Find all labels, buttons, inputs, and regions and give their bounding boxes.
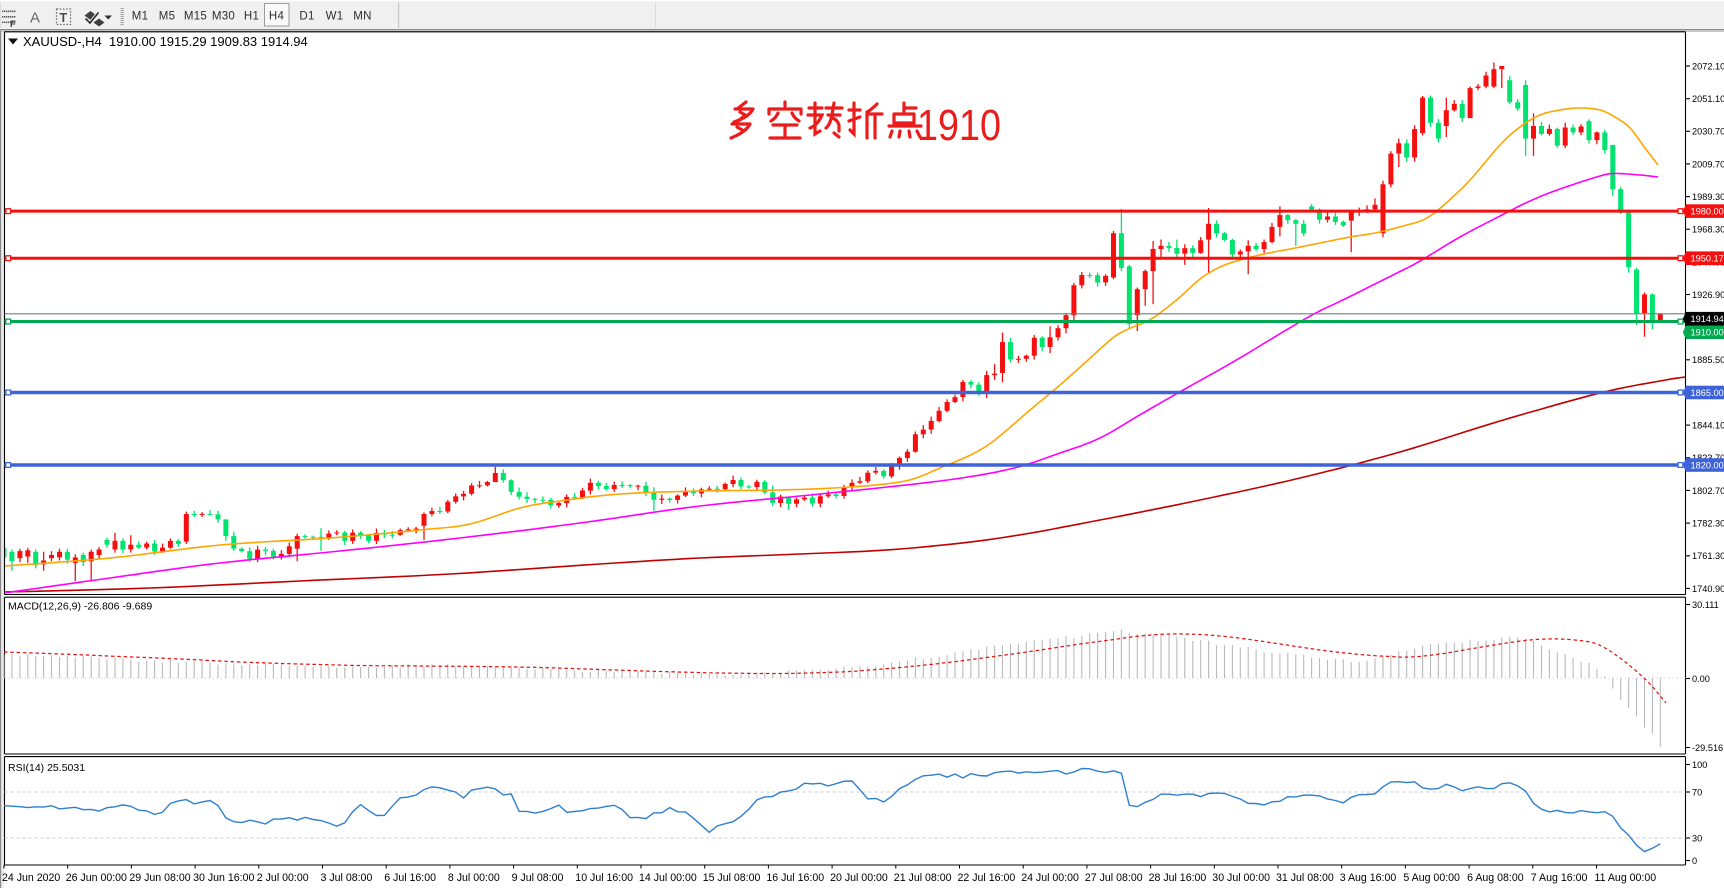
svg-text:A: A [30, 10, 40, 27]
svg-text:8 Jul 00:00: 8 Jul 00:00 [448, 872, 500, 884]
svg-text:2072.10: 2072.10 [1692, 61, 1724, 71]
svg-text:2009.70: 2009.70 [1692, 159, 1724, 169]
svg-text:M1: M1 [132, 11, 149, 23]
svg-text:1968.30: 1968.30 [1692, 225, 1724, 235]
svg-text:21 Jul 08:00: 21 Jul 08:00 [894, 872, 952, 884]
svg-text:26 Jun 00:00: 26 Jun 00:00 [66, 872, 127, 884]
svg-text:30 Jul 00:00: 30 Jul 00:00 [1212, 872, 1270, 884]
svg-text:D1: D1 [299, 11, 314, 23]
svg-text:27 Jul 08:00: 27 Jul 08:00 [1085, 872, 1143, 884]
svg-text:1782.30: 1782.30 [1692, 519, 1724, 529]
svg-text:6 Aug 08:00: 6 Aug 08:00 [1467, 872, 1524, 884]
svg-text:M15: M15 [184, 11, 207, 23]
svg-text:W1: W1 [326, 11, 344, 23]
svg-text:3 Jul 08:00: 3 Jul 08:00 [321, 872, 373, 884]
svg-text:14 Jul 00:00: 14 Jul 00:00 [639, 872, 697, 884]
svg-text:70: 70 [1692, 787, 1702, 797]
svg-text:1910: 1910 [917, 101, 1001, 150]
svg-text:30 Jun 16:00: 30 Jun 16:00 [193, 872, 254, 884]
svg-text:29 Jun 08:00: 29 Jun 08:00 [129, 872, 190, 884]
svg-text:1914.94: 1914.94 [1691, 314, 1724, 324]
svg-text:MN: MN [353, 11, 372, 23]
svg-text:-29.516: -29.516 [1692, 743, 1723, 753]
svg-text:H4: H4 [269, 11, 285, 23]
svg-text:15 Jul 08:00: 15 Jul 08:00 [703, 872, 761, 884]
svg-text:5 Aug 00:00: 5 Aug 00:00 [1403, 872, 1460, 884]
svg-text:1885.50: 1885.50 [1692, 355, 1724, 365]
svg-text:1910.00: 1910.00 [1691, 328, 1724, 338]
svg-text:1980.00: 1980.00 [1691, 207, 1724, 217]
svg-text:10 Jul 16:00: 10 Jul 16:00 [575, 872, 633, 884]
svg-text:RSI(14) 25.5031: RSI(14) 25.5031 [8, 762, 85, 774]
svg-text:XAUUSD-,H4 1910.00 1915.29 19: XAUUSD-,H4 1910.00 1915.29 1909.83 1914.… [23, 34, 308, 49]
svg-text:H1: H1 [244, 11, 259, 23]
svg-text:2 Jul 00:00: 2 Jul 00:00 [257, 872, 309, 884]
svg-text:100: 100 [1692, 760, 1707, 770]
svg-text:1865.00: 1865.00 [1691, 388, 1724, 398]
svg-text:16 Jul 16:00: 16 Jul 16:00 [766, 872, 824, 884]
svg-text:11 Aug 00:00: 11 Aug 00:00 [1595, 872, 1657, 884]
svg-text:1740.90: 1740.90 [1692, 584, 1724, 594]
svg-text:7 Aug 16:00: 7 Aug 16:00 [1531, 872, 1588, 884]
svg-text:1950.17: 1950.17 [1691, 254, 1724, 264]
svg-text:1844.10: 1844.10 [1692, 421, 1724, 431]
svg-text:20 Jul 00:00: 20 Jul 00:00 [830, 872, 888, 884]
svg-text:T: T [60, 11, 68, 25]
svg-text:3 Aug 16:00: 3 Aug 16:00 [1340, 872, 1397, 884]
svg-text:30: 30 [1692, 833, 1702, 843]
svg-text:24 Jul 00:00: 24 Jul 00:00 [1021, 872, 1079, 884]
svg-text:9 Jul 08:00: 9 Jul 08:00 [512, 872, 564, 884]
svg-text:1802.70: 1802.70 [1692, 486, 1724, 496]
svg-text:28 Jul 16:00: 28 Jul 16:00 [1149, 872, 1207, 884]
svg-text:2030.70: 2030.70 [1692, 127, 1724, 137]
svg-text:1820.00: 1820.00 [1691, 460, 1724, 470]
svg-text:24 Jun 2020: 24 Jun 2020 [2, 872, 60, 884]
svg-text:1761.30: 1761.30 [1692, 551, 1724, 561]
svg-text:M30: M30 [212, 11, 235, 23]
svg-text:0.00: 0.00 [1692, 674, 1710, 684]
svg-text:30.111: 30.111 [1692, 600, 1719, 610]
svg-text:F: F [10, 19, 16, 29]
svg-text:31 Jul 08:00: 31 Jul 08:00 [1276, 872, 1334, 884]
svg-text:2051.10: 2051.10 [1692, 94, 1724, 104]
svg-text:M5: M5 [159, 11, 176, 23]
svg-text:1989.30: 1989.30 [1692, 192, 1724, 202]
svg-text:6 Jul 16:00: 6 Jul 16:00 [384, 872, 436, 884]
svg-text:22 Jul 16:00: 22 Jul 16:00 [958, 872, 1016, 884]
svg-text:0: 0 [1692, 856, 1697, 866]
svg-text:MACD(12,26,9) -26.806 -9.689: MACD(12,26,9) -26.806 -9.689 [8, 601, 152, 613]
svg-text:1926.90: 1926.90 [1692, 290, 1724, 300]
